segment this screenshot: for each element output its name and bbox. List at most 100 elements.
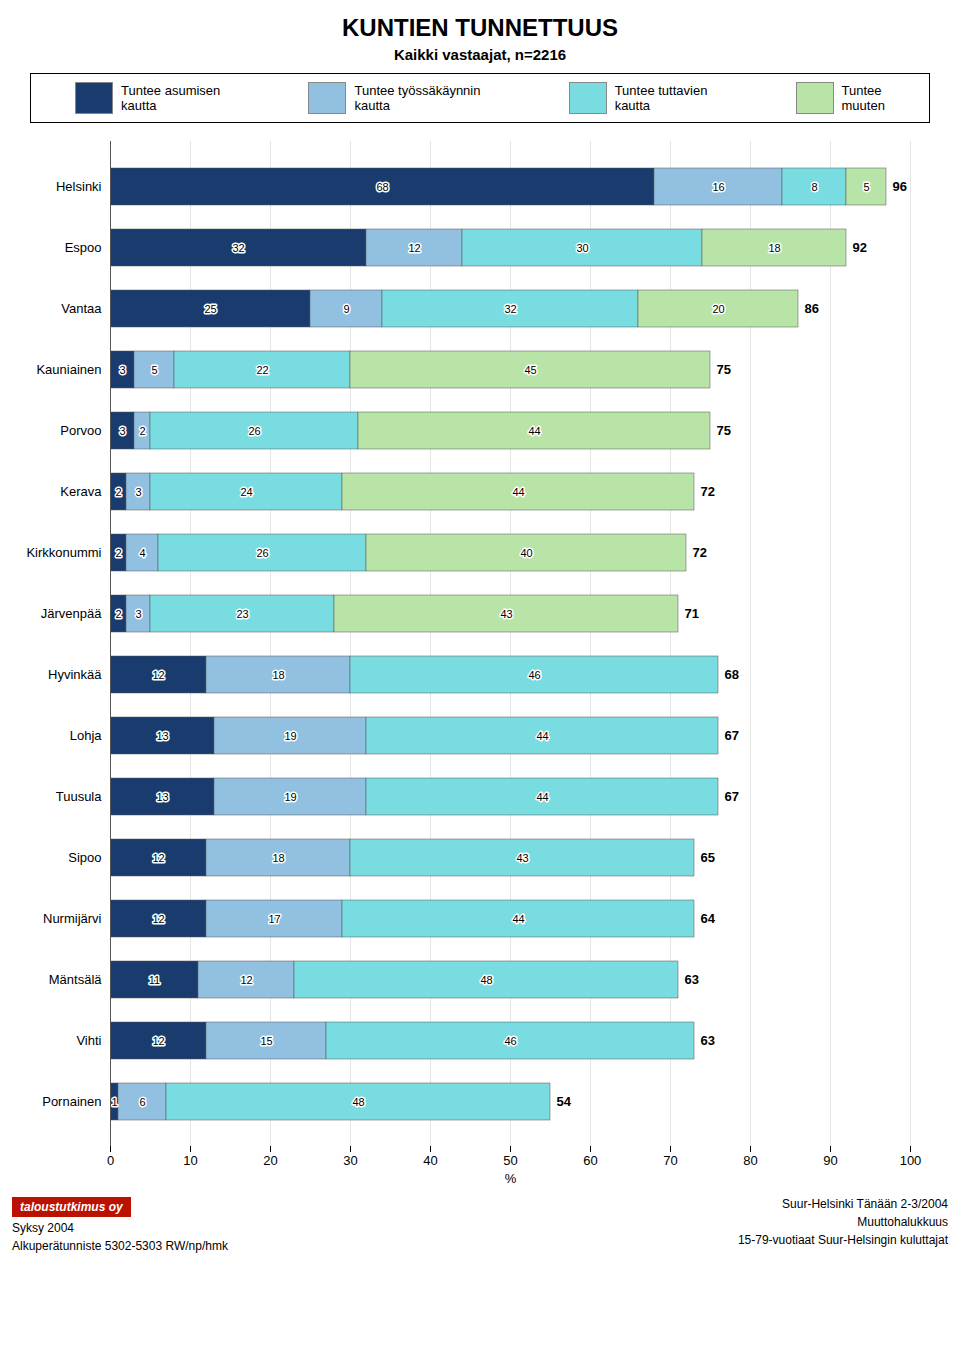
svg-text:3: 3 [135,608,141,620]
svg-text:Sipoo: Sipoo [68,850,101,865]
svg-text:4: 4 [139,547,145,559]
svg-text:43: 43 [516,852,528,864]
svg-text:18: 18 [272,852,284,864]
svg-text:2: 2 [115,608,121,620]
svg-text:15: 15 [260,1035,272,1047]
svg-text:30: 30 [576,242,588,254]
svg-text:40: 40 [520,547,532,559]
svg-text:46: 46 [504,1035,516,1047]
svg-text:70: 70 [663,1153,677,1168]
svg-text:Helsinki: Helsinki [56,179,102,194]
svg-text:3: 3 [135,486,141,498]
svg-text:92: 92 [853,240,867,255]
svg-text:19: 19 [284,791,296,803]
svg-text:16: 16 [712,181,724,193]
svg-text:48: 48 [352,1096,364,1108]
svg-text:5: 5 [863,181,869,193]
svg-text:45: 45 [524,364,536,376]
svg-text:100: 100 [900,1153,922,1168]
svg-text:12: 12 [240,974,252,986]
svg-text:6: 6 [139,1096,145,1108]
svg-text:Kauniainen: Kauniainen [36,362,101,377]
svg-text:Nurmijärvi: Nurmijärvi [43,911,102,926]
svg-text:Lohja: Lohja [70,728,103,743]
svg-text:72: 72 [701,484,715,499]
svg-text:12: 12 [152,913,164,925]
svg-text:24: 24 [240,486,252,498]
svg-text:32: 32 [504,303,516,315]
svg-text:17: 17 [268,913,280,925]
svg-text:80: 80 [743,1153,757,1168]
svg-text:44: 44 [536,730,548,742]
svg-text:32: 32 [232,242,244,254]
svg-text:44: 44 [512,486,524,498]
svg-text:43: 43 [500,608,512,620]
svg-text:0: 0 [107,1153,114,1168]
svg-text:26: 26 [256,547,268,559]
svg-text:2: 2 [115,547,121,559]
svg-text:71: 71 [685,606,699,621]
svg-text:13: 13 [156,730,168,742]
svg-text:60: 60 [583,1153,597,1168]
svg-text:26: 26 [248,425,260,437]
svg-text:44: 44 [528,425,540,437]
svg-text:67: 67 [725,789,739,804]
svg-text:96: 96 [893,179,907,194]
svg-text:3: 3 [119,364,125,376]
svg-text:63: 63 [701,1033,715,1048]
svg-text:30: 30 [343,1153,357,1168]
svg-text:50: 50 [503,1153,517,1168]
svg-text:Kirkkonummi: Kirkkonummi [26,545,101,560]
svg-text:Espoo: Espoo [65,240,102,255]
svg-text:48: 48 [480,974,492,986]
svg-text:Järvenpää: Järvenpää [41,606,102,621]
svg-text:75: 75 [717,362,731,377]
svg-text:44: 44 [536,791,548,803]
svg-text:Kerava: Kerava [60,484,102,499]
svg-text:12: 12 [152,669,164,681]
svg-text:19: 19 [284,730,296,742]
svg-text:90: 90 [823,1153,837,1168]
svg-text:8: 8 [811,181,817,193]
svg-text:Vihti: Vihti [76,1033,101,1048]
svg-text:44: 44 [512,913,524,925]
svg-text:12: 12 [152,1035,164,1047]
svg-text:12: 12 [408,242,420,254]
svg-text:63: 63 [685,972,699,987]
svg-text:72: 72 [693,545,707,560]
svg-text:25: 25 [204,303,216,315]
svg-text:54: 54 [557,1094,572,1109]
svg-text:18: 18 [768,242,780,254]
svg-text:75: 75 [717,423,731,438]
svg-text:68: 68 [376,181,388,193]
svg-text:22: 22 [256,364,268,376]
svg-text:Hyvinkää: Hyvinkää [48,667,102,682]
svg-text:Vantaa: Vantaa [61,301,102,316]
svg-text:5: 5 [151,364,157,376]
svg-text:Pornainen: Pornainen [42,1094,101,1109]
svg-text:1: 1 [111,1096,117,1108]
svg-text:2: 2 [139,425,145,437]
svg-text:3: 3 [119,425,125,437]
svg-text:%: % [505,1171,517,1186]
svg-text:86: 86 [805,301,819,316]
svg-text:13: 13 [156,791,168,803]
svg-text:67: 67 [725,728,739,743]
svg-text:Porvoo: Porvoo [60,423,101,438]
svg-text:40: 40 [423,1153,437,1168]
svg-text:11: 11 [149,974,160,986]
svg-text:46: 46 [528,669,540,681]
svg-text:9: 9 [343,303,349,315]
svg-text:20: 20 [712,303,724,315]
svg-text:Mäntsälä: Mäntsälä [49,972,103,987]
svg-text:23: 23 [236,608,248,620]
svg-text:68: 68 [725,667,739,682]
svg-text:Tuusula: Tuusula [56,789,103,804]
svg-text:10: 10 [183,1153,197,1168]
svg-text:18: 18 [272,669,284,681]
svg-text:2: 2 [115,486,121,498]
svg-text:65: 65 [701,850,715,865]
svg-text:64: 64 [701,911,716,926]
svg-text:20: 20 [263,1153,277,1168]
svg-text:12: 12 [152,852,164,864]
